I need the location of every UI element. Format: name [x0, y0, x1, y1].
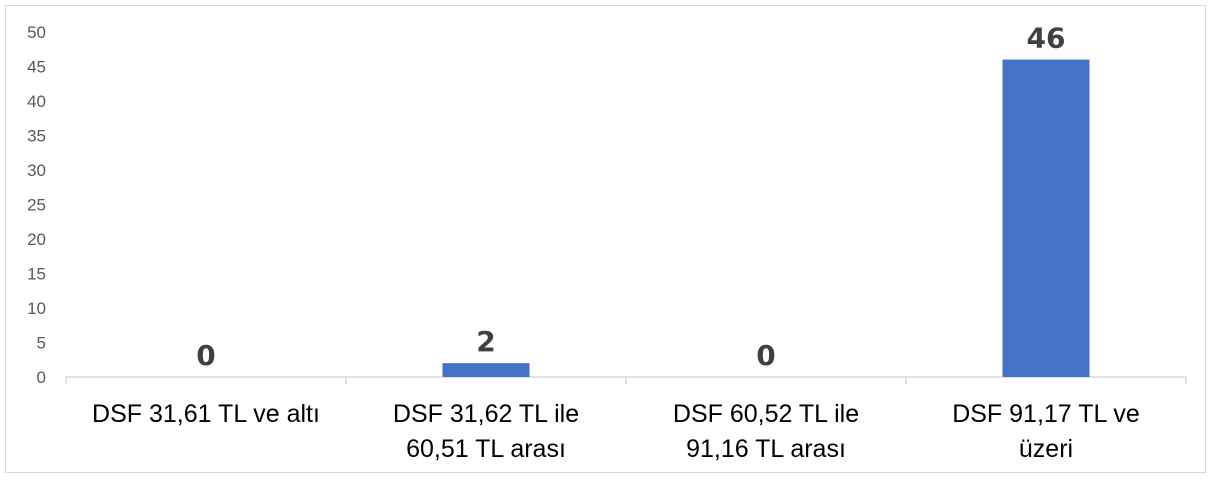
- y-axis: 0 5 10 15 20 25 30 35 40 45 50: [27, 23, 46, 387]
- y-tick-label: 15: [27, 265, 46, 284]
- category-labels: DSF 31,61 TL ve altı DSF 31,62 TL ile 60,5…: [92, 400, 1140, 463]
- bar: [1003, 60, 1090, 377]
- y-tick-label: 20: [27, 230, 46, 249]
- y-tick-label: 35: [27, 127, 46, 146]
- y-tick-label: 5: [37, 334, 46, 353]
- y-tick-label: 50: [27, 23, 46, 42]
- category-label: DSF 31,62 TL ile: [393, 400, 579, 428]
- y-tick-label: 40: [27, 92, 46, 111]
- y-tick-label: 0: [37, 368, 46, 387]
- category-label: 60,51 TL arası: [406, 435, 566, 463]
- category-label: üzeri: [1019, 435, 1073, 463]
- data-label: 46: [1027, 22, 1066, 55]
- data-label: 2: [476, 325, 495, 358]
- bars: [443, 60, 1090, 377]
- data-label: 0: [756, 339, 775, 372]
- y-tick-label: 30: [27, 161, 46, 180]
- y-tick-label: 10: [27, 299, 46, 318]
- category-label: DSF 60,52 TL ile: [673, 400, 859, 428]
- category-label: DSF 91,17 TL ve: [952, 400, 1140, 428]
- category-label: 91,16 TL arası: [686, 435, 846, 463]
- data-label: 0: [196, 339, 215, 372]
- y-tick-label: 25: [27, 196, 46, 215]
- category-label: DSF 31,61 TL ve altı: [92, 400, 320, 428]
- bar: [443, 363, 530, 377]
- x-axis: [66, 377, 1186, 384]
- data-labels: 0 2 0 46: [196, 22, 1065, 372]
- y-tick-label: 45: [27, 58, 46, 77]
